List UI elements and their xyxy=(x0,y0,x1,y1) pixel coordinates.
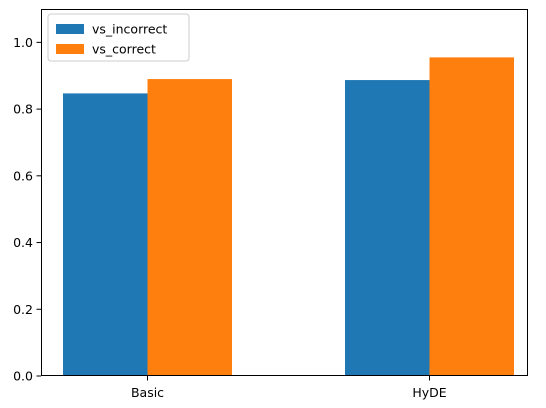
x-tick-label-basic: Basic xyxy=(131,385,164,400)
y-tick-label: 1.0 xyxy=(13,35,33,50)
y-tick-label: 0.0 xyxy=(13,369,33,384)
legend-swatch-vs_incorrect xyxy=(56,24,84,34)
bar-vs_incorrect-hyde xyxy=(345,80,430,376)
bar-vs_correct-hyde xyxy=(429,57,514,377)
legend-label-vs_correct: vs_correct xyxy=(92,42,156,57)
x-tick-label-hyde: HyDE xyxy=(412,385,446,400)
legend-label-vs_incorrect: vs_incorrect xyxy=(92,22,167,37)
axes-layer: 0.0 0.2 0.4 0.6 0.8 1.0 Basic HyDE xyxy=(13,9,528,400)
legend: vs_incorrect vs_correct xyxy=(47,13,190,62)
legend-swatch-vs_correct xyxy=(56,44,84,54)
y-tick-label: 0.8 xyxy=(13,102,33,117)
y-tick-label: 0.2 xyxy=(13,302,33,317)
plot-frame xyxy=(41,9,528,376)
bars-layer xyxy=(63,57,514,377)
bar-vs_incorrect-basic xyxy=(63,93,148,376)
bar-vs_correct-basic xyxy=(147,79,232,377)
y-tick-label: 0.4 xyxy=(13,235,33,250)
y-tick-label: 0.6 xyxy=(13,168,33,183)
